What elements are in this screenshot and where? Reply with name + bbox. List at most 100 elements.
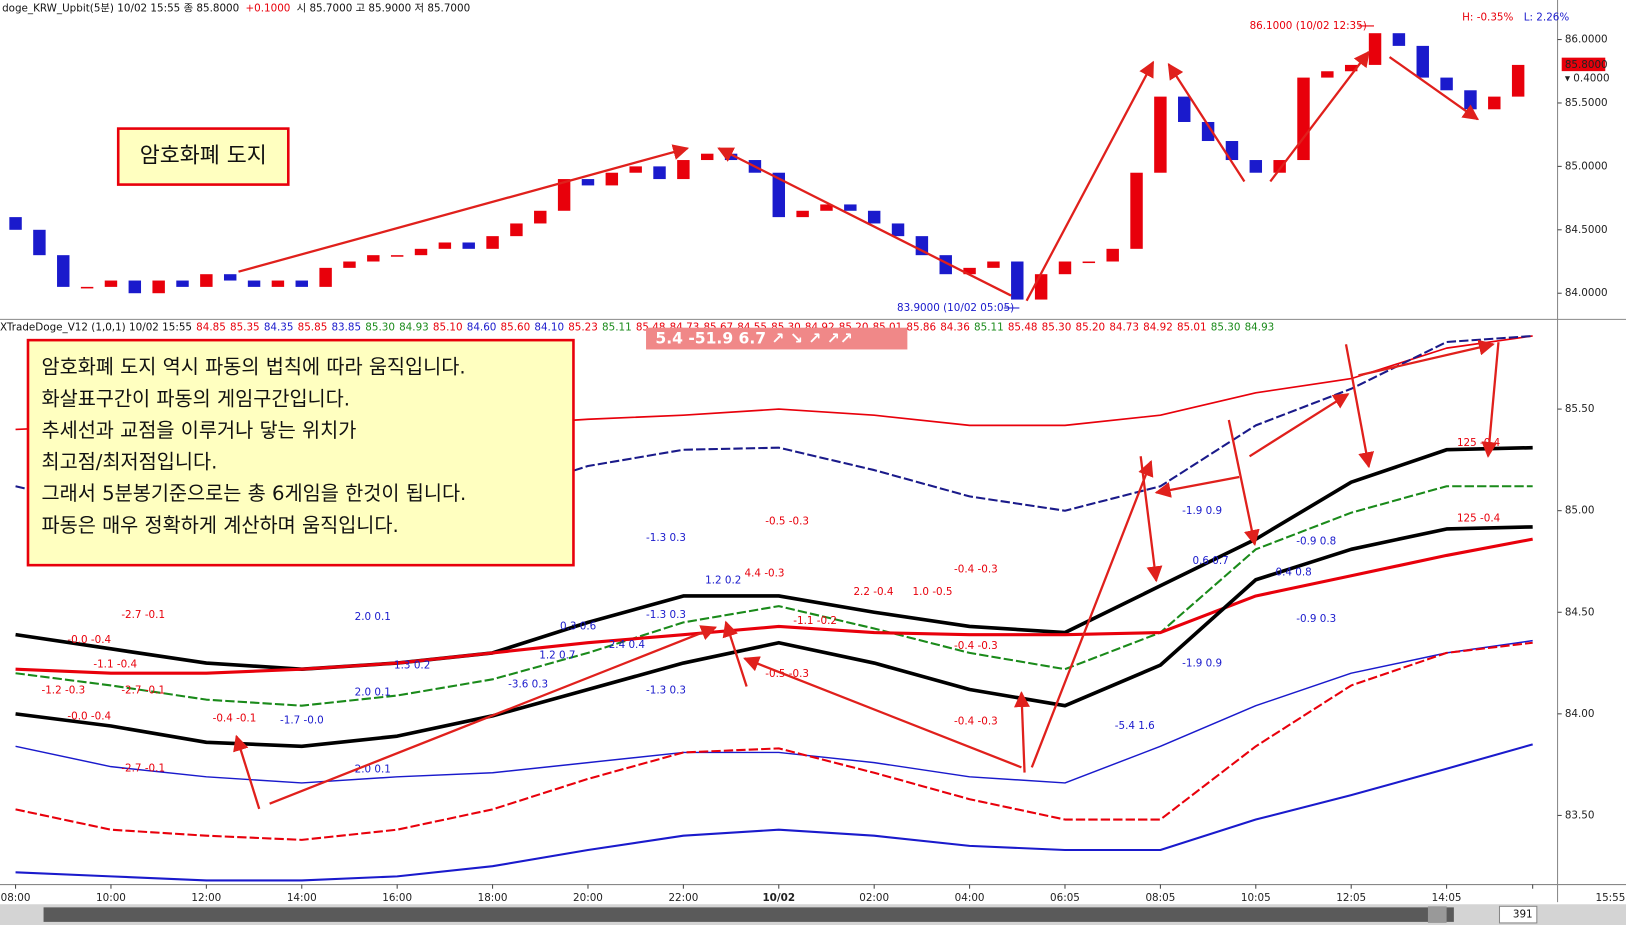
notes-box [26, 338, 575, 567]
level-label: 2.4 0.4 [609, 639, 646, 651]
indicator-line [15, 639, 1533, 784]
level-label: -1.3 0.3 [646, 685, 686, 697]
chart-header: doge_KRW_Upbit(5분) 10/02 15:55 종 85.8000… [2, 2, 470, 14]
candle [1440, 77, 1453, 91]
level-label: 1.3 0.2 [394, 660, 430, 672]
candle [200, 274, 213, 287]
indicator-header: XTradeDoge_V12 (1,0,1) 10/02 15:55 84.85 8… [0, 322, 1274, 334]
header-value: 85.60 [501, 322, 531, 334]
header-value: 84.93 [1245, 322, 1275, 334]
note-line: 파동은 매우 정확하게 계산하며 움직입니다. [41, 514, 398, 537]
arrow [233, 734, 261, 810]
x-tick-label: 14:05 [1432, 892, 1462, 904]
candle [486, 236, 499, 249]
candle [1368, 33, 1382, 65]
candle [510, 223, 523, 237]
arrow [1227, 419, 1260, 546]
header-value: 84.85 [196, 322, 226, 334]
y-tick-label: 84.5000 [1565, 224, 1608, 236]
y-tick-label: 85.50 [1565, 403, 1595, 415]
x-tick-label: 04:00 [955, 892, 985, 904]
header-value: 85.85 [298, 322, 328, 334]
x-tick-label: 12:05 [1336, 892, 1366, 904]
header-part: doge_KRW_Upbit(5분) 10/02 15:55 종 85.8000 [2, 2, 239, 14]
arrow [1025, 60, 1155, 302]
y-tick-label: 83.50 [1565, 809, 1595, 821]
arrow [1481, 342, 1500, 458]
candle [1416, 45, 1429, 78]
header-value: 85.35 [230, 322, 260, 334]
arrow [1139, 456, 1163, 583]
level-label: -0.4 -0.3 [954, 640, 998, 652]
header-value: 84.60 [467, 322, 497, 334]
header-value: 85.20 [1075, 322, 1105, 334]
level-label: -0.4 -0.1 [213, 713, 257, 725]
indicator-line [15, 485, 1533, 707]
candle [104, 280, 118, 287]
x-tick-label: 18:00 [478, 892, 508, 904]
y-tick-label: 85.5000 [1565, 97, 1608, 109]
header-value: 85.10 [433, 322, 463, 334]
candle [343, 261, 356, 268]
level-label: 1.2 0.2 [705, 575, 741, 587]
indicator-line [15, 641, 1533, 841]
candle [891, 223, 905, 237]
candle [820, 204, 833, 211]
indicator-line [15, 334, 1533, 541]
candle [319, 267, 332, 287]
candle [1392, 33, 1406, 46]
candle [1034, 274, 1048, 300]
level-label: 2.2 -0.4 [853, 586, 893, 598]
bar-count: 391 [1513, 909, 1533, 921]
level-label: -2.7 -0.1 [121, 609, 165, 621]
header-value: 84.10 [534, 322, 564, 334]
last-price-label: 85.8000 [1565, 59, 1608, 71]
level-label: 4.4 -0.3 [745, 567, 785, 579]
indicator-labels: -2.7 -0.1 -0.0 -0.4 -1.1 -0.4 -1.2 -0.3 -2.7… [41, 437, 1500, 776]
candle [1321, 71, 1334, 78]
candle [1488, 96, 1501, 110]
header-part: 시 85.7000 고 85.9000 저 85.7000 [297, 2, 471, 14]
candle [867, 210, 881, 224]
candle [605, 172, 619, 186]
candle [772, 172, 786, 218]
change-label: ▾ 0.4000 [1565, 72, 1610, 84]
header-value: 85.30 [365, 322, 395, 334]
last-price-marker [1561, 57, 1606, 72]
note-line: 그래서 5분봉기준으로는 총 6게임을 한것이 됩니다. [41, 482, 466, 505]
level-label: -5.4 1.6 [1115, 720, 1155, 732]
candle [701, 153, 714, 161]
header-value: 85.11 [974, 322, 1004, 334]
header-value: 85.30 [1211, 322, 1241, 334]
arrow [743, 656, 1022, 769]
level-label: 0.3 0.6 [560, 620, 596, 632]
y-tick-label: 85.0000 [1565, 160, 1608, 172]
scroll-thumb[interactable] [1427, 906, 1447, 923]
candle [1344, 64, 1358, 72]
arrow [1167, 62, 1246, 183]
candle [1106, 248, 1119, 262]
x-tick-label: 10:05 [1241, 892, 1271, 904]
indicator-line [15, 537, 1533, 675]
header-value: 84.93 [399, 322, 429, 334]
candle [57, 255, 70, 287]
note-line: 화살표구간이 파동의 게임구간입니다. [41, 387, 350, 410]
candle [1273, 160, 1286, 173]
candle [1130, 172, 1143, 249]
level-label: -0.9 0.3 [1296, 613, 1336, 625]
bar-count-box[interactable] [1498, 905, 1538, 924]
candle [1178, 96, 1191, 122]
candle [462, 242, 475, 249]
candle [1011, 261, 1024, 300]
header-value: 84.36 [940, 322, 970, 334]
level-label: -0.4 -0.3 [954, 563, 998, 575]
x-tick-label: 12:00 [191, 892, 221, 904]
range-header: H: -0.35% L: 2.26% [1462, 12, 1569, 24]
candle [223, 274, 237, 281]
candle [247, 280, 261, 287]
level-label: -0.5 -0.3 [765, 516, 809, 528]
x-tick-label: 10/02 [762, 892, 795, 904]
level-label: 2.0 0.1 [355, 763, 391, 775]
y-tick-label: 84.0000 [1565, 287, 1608, 299]
header-value: 85.86 [906, 322, 936, 334]
